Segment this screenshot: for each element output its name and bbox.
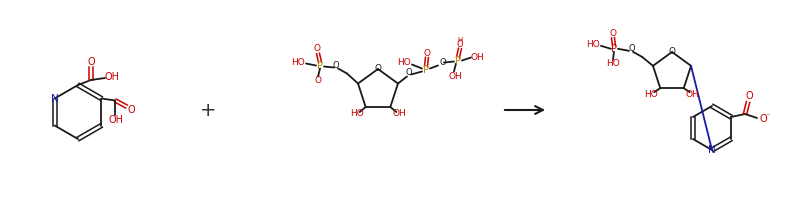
Text: HO: HO [586,40,600,49]
Text: N: N [51,94,59,103]
Text: O: O [456,40,463,49]
Text: HO: HO [350,110,363,119]
Text: +: + [200,101,216,119]
Text: HO: HO [645,90,658,99]
Text: O: O [424,49,430,58]
Text: O: O [374,64,382,73]
Text: P: P [455,55,461,66]
Text: O: O [759,114,767,124]
Text: OH: OH [393,110,406,119]
Text: O: O [629,44,635,53]
Text: P: P [611,44,617,54]
Text: O: O [333,61,339,70]
Text: O: O [440,58,446,67]
Text: O: O [313,44,320,53]
Text: OH: OH [104,72,119,82]
Text: HO: HO [291,58,305,67]
Text: OH: OH [470,53,484,62]
Text: ⁻: ⁻ [766,112,770,121]
Text: O: O [669,46,676,55]
Text: OH: OH [109,114,124,125]
Text: O: O [745,91,753,101]
Text: P: P [317,61,323,71]
Text: O: O [405,68,413,77]
Text: N: N [708,145,716,155]
Text: O: O [610,29,616,38]
Text: HO: HO [397,58,411,67]
Text: O: O [127,104,135,114]
Text: OH: OH [686,90,700,99]
Text: P: P [423,64,429,75]
Text: O: O [315,76,321,85]
Text: OH: OH [448,72,462,81]
Text: HO: HO [606,59,620,68]
Text: H: H [457,37,463,42]
Text: O: O [87,57,95,67]
